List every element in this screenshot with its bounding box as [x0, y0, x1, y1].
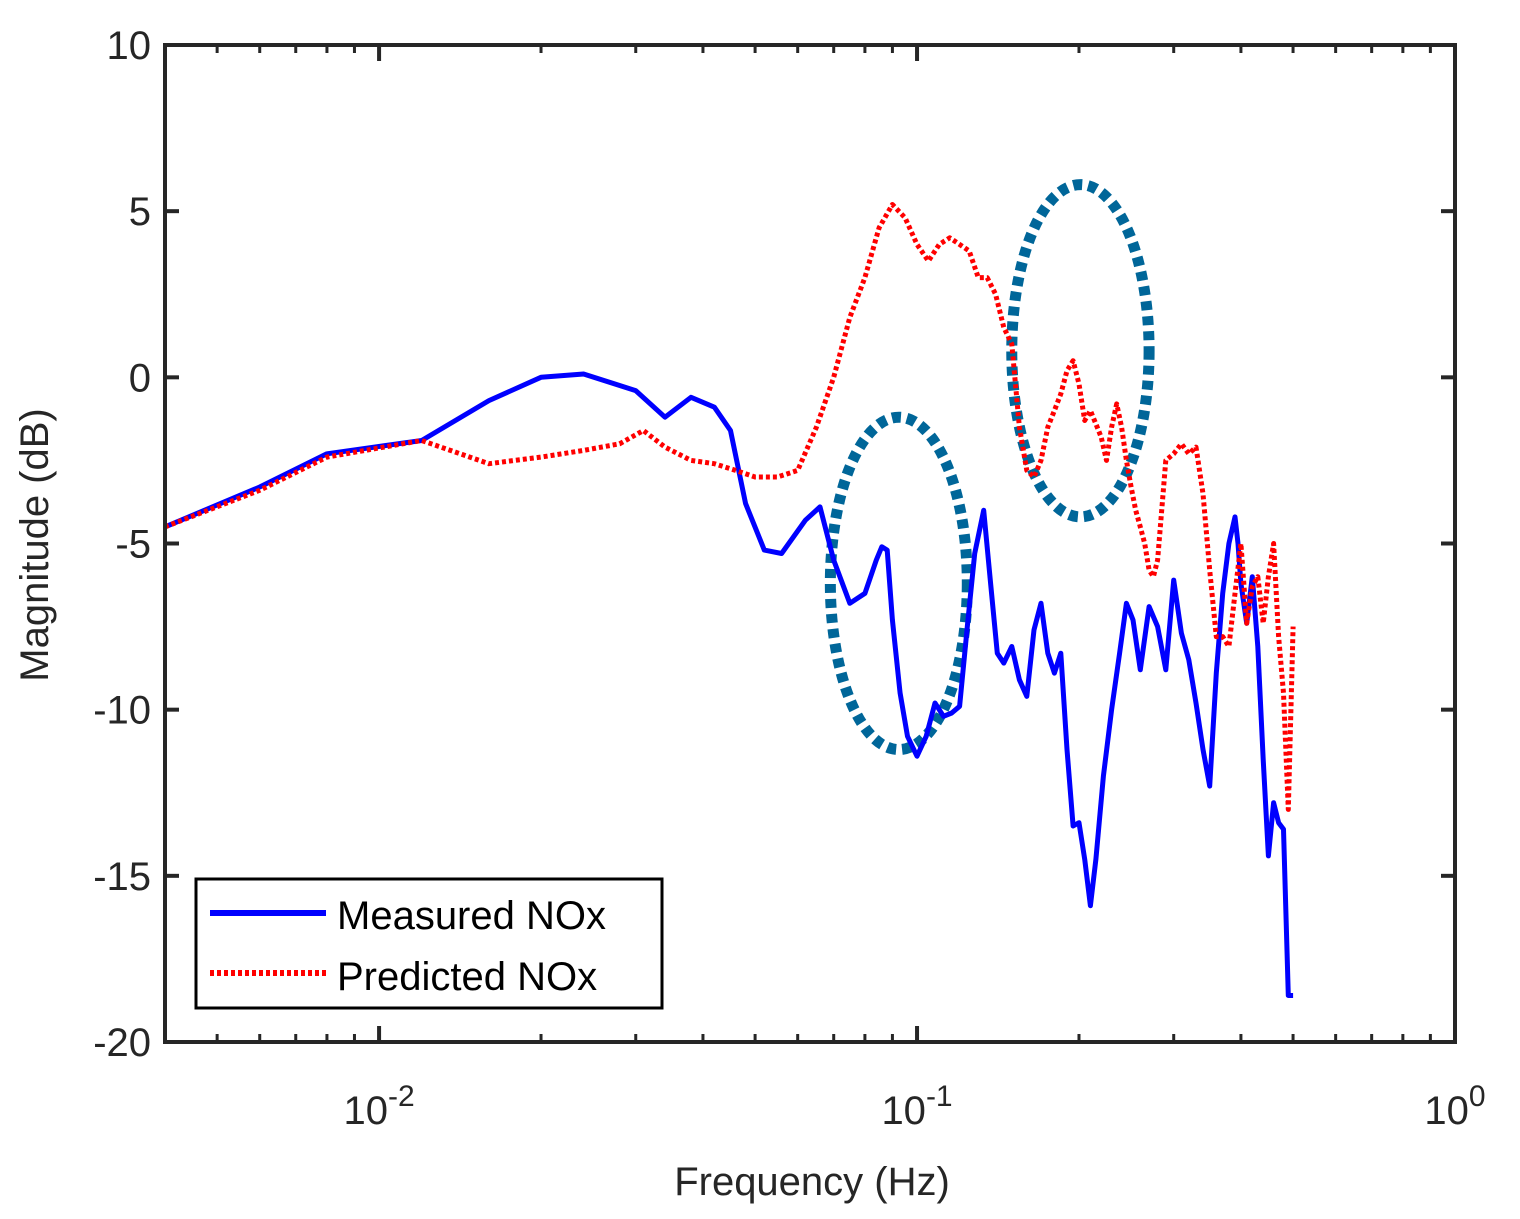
y-axis-ticks: 10 5 0 -5 -10 -15 -20 — [93, 24, 1455, 1065]
series-line-predicted-nox — [164, 202, 1296, 812]
y-tick-label: -15 — [93, 855, 151, 899]
annotation-ellipse-2 — [1006, 179, 1155, 523]
series-line-measured-nox — [164, 371, 1294, 998]
annotation-ellipses — [824, 179, 1155, 756]
y-tick-label: -20 — [93, 1021, 151, 1065]
x-axis-ticks: 10-2 10-1 100 — [215, 45, 1486, 1133]
y-tick-label: 10 — [107, 24, 152, 68]
y-tick-label: 0 — [129, 356, 151, 400]
legend-label-predicted: Predicted NOx — [337, 955, 597, 999]
x-tick-label: 10-1 — [881, 1080, 952, 1133]
annotation-ellipse-1 — [824, 411, 973, 756]
x-tick-label: 10-2 — [343, 1080, 414, 1133]
data-series — [164, 202, 1296, 998]
y-tick-label: -5 — [115, 523, 151, 567]
legend-label-measured: Measured NOx — [337, 894, 606, 938]
y-axis-label: Magnitude (dB) — [13, 408, 57, 681]
x-tick-label: 100 — [1424, 1080, 1485, 1133]
y-tick-label: 5 — [129, 190, 151, 234]
x-axis-label: Frequency (Hz) — [674, 1160, 950, 1204]
legend-box — [194, 877, 664, 1010]
y-tick-label: -10 — [93, 689, 151, 733]
legend: Measured NOx Predicted NOx — [194, 877, 664, 1010]
